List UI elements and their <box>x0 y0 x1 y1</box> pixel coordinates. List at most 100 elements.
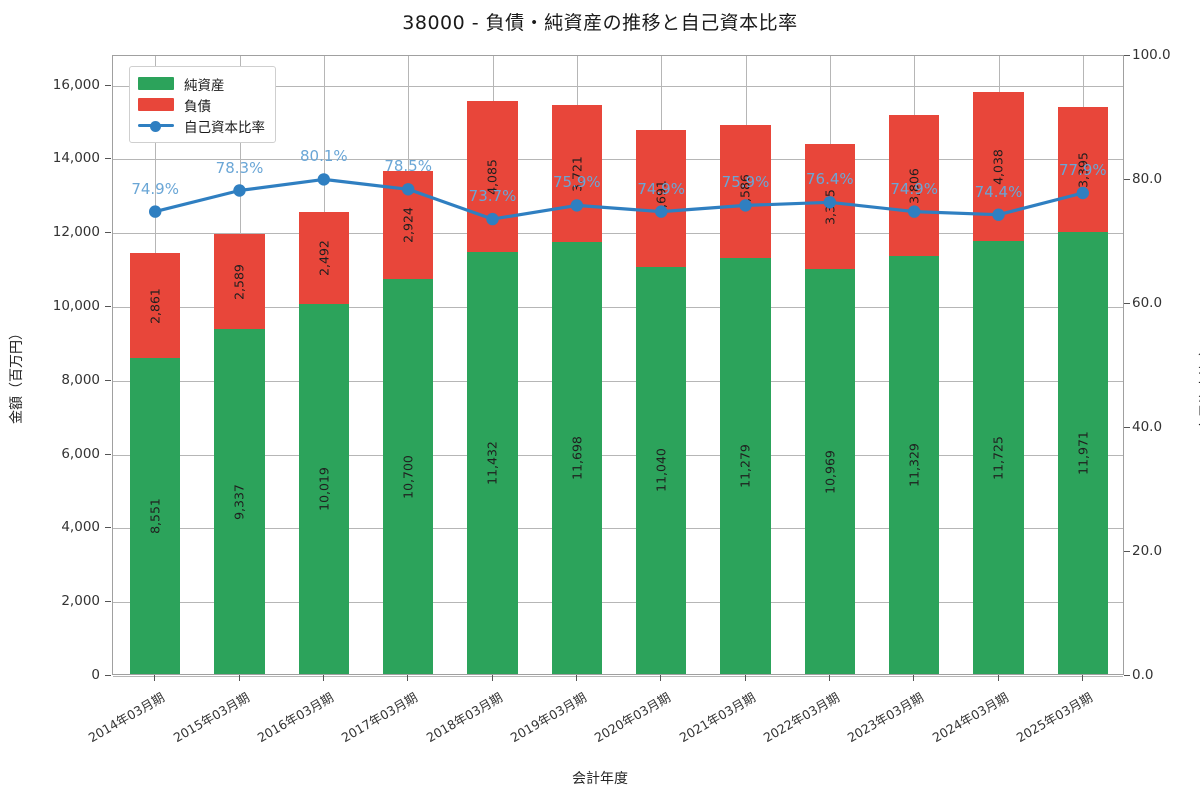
stacked-bar[interactable]: 10,019 2,492 <box>298 54 350 674</box>
bar-segment-equity[interactable]: 11,329 <box>888 255 940 674</box>
y-tick-label-right: 60.0 <box>1132 295 1163 311</box>
x-tick-mark <box>154 675 156 681</box>
legend-line-icon <box>138 119 174 132</box>
y-tick-label-right: 100.0 <box>1132 47 1171 63</box>
x-tick-mark <box>1081 675 1083 681</box>
stacked-bar[interactable]: 8,551 2,861 <box>129 54 181 674</box>
ratio-data-point[interactable] <box>402 183 415 196</box>
y-tick-mark-left <box>105 453 111 455</box>
ratio-data-point[interactable] <box>992 208 1005 221</box>
stacked-bar[interactable]: 9,337 2,589 <box>214 54 265 674</box>
legend-swatch-icon <box>138 98 174 111</box>
ratio-data-point[interactable] <box>823 196 836 209</box>
bar-segment-liabilities[interactable]: 3,806 <box>888 115 940 256</box>
y-tick-mark-left <box>105 379 111 381</box>
ratio-value-label: 78.5% <box>384 157 432 176</box>
y-tick-mark-right <box>1124 551 1130 552</box>
chart-title: 38000 - 負債・純資産の推移と自己資本比率 <box>402 12 798 34</box>
y-tick-label-left: 10,000 <box>52 297 100 314</box>
ratio-line-path <box>154 177 1084 221</box>
x-tick-mark <box>322 675 324 681</box>
x-tick-mark <box>660 675 662 681</box>
stacked-bar[interactable]: 11,329 3,806 <box>888 54 940 674</box>
stacked-bar[interactable]: 11,971 3,395 <box>1057 54 1109 674</box>
ratio-value-label: 77.9% <box>1059 161 1107 180</box>
bar-segment-equity[interactable]: 8,551 <box>129 358 181 674</box>
legend-swatch-icon <box>138 77 174 90</box>
y-tick-label-right: 80.0 <box>1132 171 1163 187</box>
y-tick-mark-left <box>105 84 111 86</box>
bar-segment-equity[interactable]: 11,432 <box>467 252 518 674</box>
bar-segment-equity[interactable]: 10,969 <box>804 269 856 674</box>
bar-segment-equity[interactable]: 11,698 <box>551 242 603 674</box>
legend-item[interactable]: 純資産 <box>138 73 265 94</box>
legend-label: 負債 <box>184 98 211 115</box>
y-tick-mark-left <box>105 305 111 307</box>
plot-area: 8,551 2,861 9,337 2,589 10,019 2,492 10,700 2,9… <box>112 54 1124 677</box>
ratio-data-point[interactable] <box>739 199 752 212</box>
y-tick-label-left: 16,000 <box>52 76 100 93</box>
x-tick-mark <box>575 675 577 681</box>
bar-segment-equity[interactable]: 11,971 <box>1057 232 1109 674</box>
y-tick-mark-left <box>105 527 111 529</box>
ratio-data-point[interactable] <box>317 173 330 186</box>
legend: 純資産負債 自己資本比率 <box>129 66 276 143</box>
ratio-value-label: 75.9% <box>721 173 770 192</box>
bar-segment-liabilities[interactable]: 2,492 <box>298 212 350 305</box>
ratio-data-point[interactable] <box>233 184 246 197</box>
y-tick-label-left: 4,000 <box>61 519 100 536</box>
bar-segment-liabilities[interactable]: 2,861 <box>129 252 181 359</box>
bar-segment-equity[interactable]: 11,040 <box>635 266 687 674</box>
gridline-horizontal <box>113 85 1123 87</box>
bar-segment-equity[interactable]: 10,700 <box>382 279 434 674</box>
bar-segment-equity[interactable]: 10,019 <box>298 304 350 674</box>
bar-segment-liabilities[interactable]: 3,721 <box>551 104 603 243</box>
y-tick-mark-left <box>105 232 111 234</box>
bar-segment-equity[interactable]: 9,337 <box>214 329 265 674</box>
gridline-horizontal <box>113 454 1123 456</box>
gridline-horizontal <box>113 159 1123 161</box>
stacked-bar[interactable]: 11,725 4,038 <box>973 54 1024 674</box>
y-tick-label-left: 2,000 <box>61 593 100 610</box>
ratio-value-label: 75.9% <box>553 173 601 192</box>
y-tick-label-right: 20.0 <box>1132 543 1163 559</box>
bar-segment-liabilities[interactable]: 4,085 <box>467 101 518 253</box>
y-tick-label-left: 0 <box>91 667 100 683</box>
bar-segment-liabilities[interactable]: 3,586 <box>720 125 771 258</box>
x-tick-mark <box>407 675 409 681</box>
ratio-value-label: 73.7% <box>468 187 517 206</box>
y-tick-mark-right <box>1124 675 1130 676</box>
stacked-bar[interactable]: 11,279 3,586 <box>720 54 771 674</box>
ratio-data-point[interactable] <box>149 205 162 218</box>
x-tick-mark <box>491 675 493 681</box>
gridline-horizontal <box>113 380 1123 382</box>
bar-segment-liabilities[interactable]: 3,395 <box>1057 106 1109 233</box>
y-tick-mark-right <box>1124 427 1130 428</box>
legend-item[interactable]: 負債 <box>138 94 265 115</box>
y-tick-mark-right <box>1124 303 1130 304</box>
stacked-bar[interactable]: 11,040 3,691 <box>635 54 687 674</box>
y-tick-mark-left <box>105 601 111 603</box>
ratio-data-point[interactable] <box>1076 186 1089 200</box>
ratio-data-point[interactable] <box>570 199 583 212</box>
gridline-horizontal <box>113 676 1123 677</box>
bar-segment-liabilities[interactable]: 3,691 <box>635 130 687 267</box>
x-tick-mark <box>913 675 915 681</box>
ratio-value-label: 74.9% <box>637 179 685 198</box>
bar-segment-equity[interactable]: 11,279 <box>720 257 771 674</box>
ratio-data-point[interactable] <box>655 205 668 218</box>
y-tick-label-right: 0.0 <box>1132 667 1154 683</box>
stacked-bar[interactable]: 11,698 3,721 <box>551 54 603 674</box>
gridline-horizontal <box>113 602 1123 604</box>
stacked-bar[interactable]: 11,432 4,085 <box>467 54 518 674</box>
bar-segment-liabilities[interactable]: 2,589 <box>214 233 265 330</box>
ratio-data-point[interactable] <box>486 212 499 226</box>
legend-item[interactable]: 自己資本比率 <box>138 115 265 136</box>
y-tick-label-left: 14,000 <box>52 150 100 167</box>
stacked-bar[interactable]: 10,700 2,924 <box>382 54 434 674</box>
x-tick-mark <box>744 675 746 681</box>
bar-segment-equity[interactable]: 11,725 <box>973 241 1024 674</box>
ratio-data-point[interactable] <box>908 205 921 218</box>
ratio-value-label: 74.4% <box>974 182 1023 201</box>
